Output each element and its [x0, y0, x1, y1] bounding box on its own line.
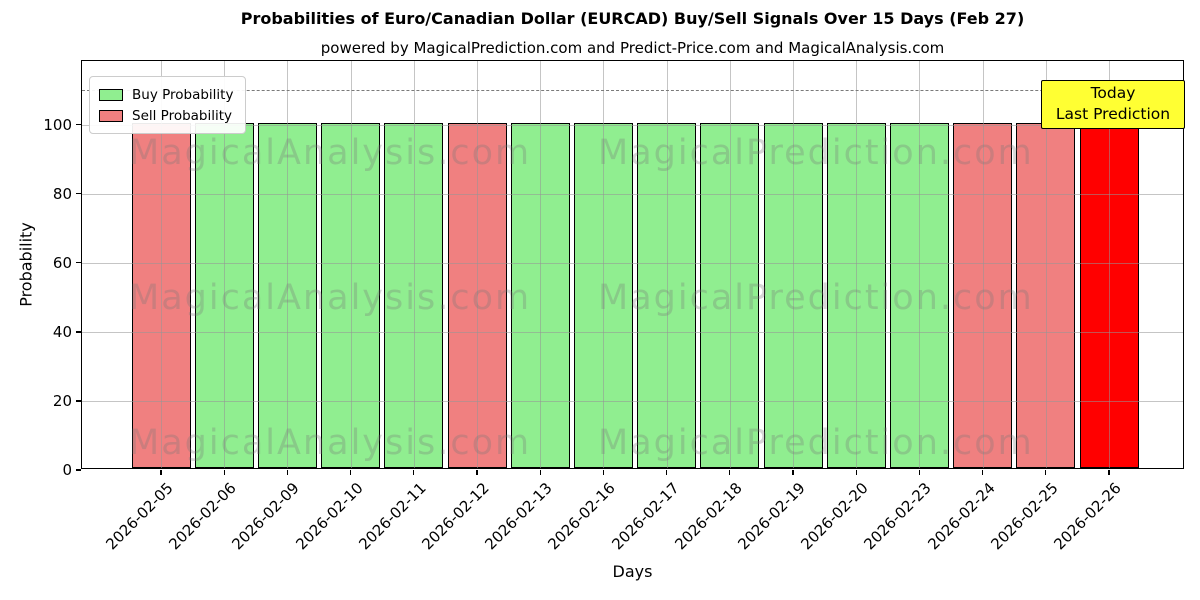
plot-area: 2026-02-05 2026-02-06 2026-02-09 2026-02-10…	[43, 60, 1185, 553]
gridline-vertical	[224, 61, 226, 468]
y-tick-label: 40	[52, 322, 72, 341]
y-axis-tick	[75, 262, 81, 264]
gridline-vertical	[477, 61, 478, 468]
x-axis-tick	[918, 470, 920, 475]
gridline-horizontal	[82, 331, 1183, 333]
x-axis-tick	[602, 470, 604, 475]
gridline-vertical	[793, 61, 794, 468]
gridline-vertical	[413, 61, 415, 468]
gridline-vertical	[287, 61, 289, 468]
today-annotation-box: Today Last Prediction	[1041, 80, 1185, 129]
y-tick-label: 0	[62, 461, 72, 479]
x-axis-tick	[539, 470, 541, 475]
chart-title: Probabilities of Euro/Canadian Dollar (E…	[240, 9, 1025, 28]
legend-item-sell: Sell Probability	[99, 105, 233, 126]
gridline-horizontal	[82, 262, 1183, 264]
legend-item-buy: Buy Probability	[99, 84, 233, 105]
gridline-vertical	[982, 61, 984, 468]
x-axis-tick	[350, 470, 352, 475]
y-axis-tick	[75, 331, 81, 333]
legend-label-sell: Sell Probability	[132, 107, 233, 124]
gridline-vertical	[729, 61, 731, 468]
today-annotation-line2: Last Prediction	[1055, 105, 1171, 123]
y-axis-tick	[75, 400, 81, 402]
x-axis-tick	[286, 470, 288, 475]
gridline-vertical	[161, 61, 162, 468]
gridline-horizontal	[82, 193, 1183, 195]
gridline-vertical	[666, 61, 668, 468]
buy-color-swatch	[99, 88, 123, 101]
x-axis-tick	[792, 470, 794, 475]
legend-label-buy: Buy Probability	[132, 86, 234, 103]
y-tick-label: 100	[43, 115, 72, 134]
gridline-vertical	[540, 61, 542, 468]
x-axis-tick	[982, 470, 984, 475]
x-axis-tick	[1108, 470, 1110, 475]
x-axis-tick	[666, 470, 668, 475]
x-axis-tick	[160, 470, 162, 475]
today-annotation-line1: Today	[1090, 84, 1136, 102]
y-tick-label: 20	[52, 391, 72, 410]
y-tick-label: 80	[52, 184, 72, 203]
gridline-horizontal	[82, 400, 1183, 402]
gridline-vertical	[919, 61, 921, 468]
sell-color-swatch	[99, 109, 123, 122]
y-axis-tick	[75, 193, 81, 195]
x-axis-tick	[1045, 470, 1047, 475]
x-axis-tick	[223, 470, 225, 475]
gridline-vertical	[856, 61, 858, 468]
chart-subtitle: powered by MagicalPrediction.com and Pre…	[320, 39, 945, 57]
x-axis-label: Days	[612, 562, 653, 581]
gridline-vertical	[350, 61, 352, 468]
legend: Buy Probability Sell Probability	[89, 76, 247, 134]
gridline-vertical	[603, 61, 605, 468]
y-axis-tick	[75, 469, 81, 471]
x-axis-tick	[729, 470, 731, 475]
x-axis-tick	[413, 470, 415, 475]
y-axis-tick	[75, 124, 81, 126]
x-axis-tick	[855, 470, 857, 475]
gridline-horizontal	[82, 124, 1183, 126]
y-tick-label: 60	[52, 253, 72, 272]
gridline-vertical	[1109, 61, 1110, 468]
x-axis-tick	[476, 470, 478, 475]
gridline-vertical	[1045, 61, 1047, 468]
threshold-dashed-line	[82, 90, 1183, 92]
